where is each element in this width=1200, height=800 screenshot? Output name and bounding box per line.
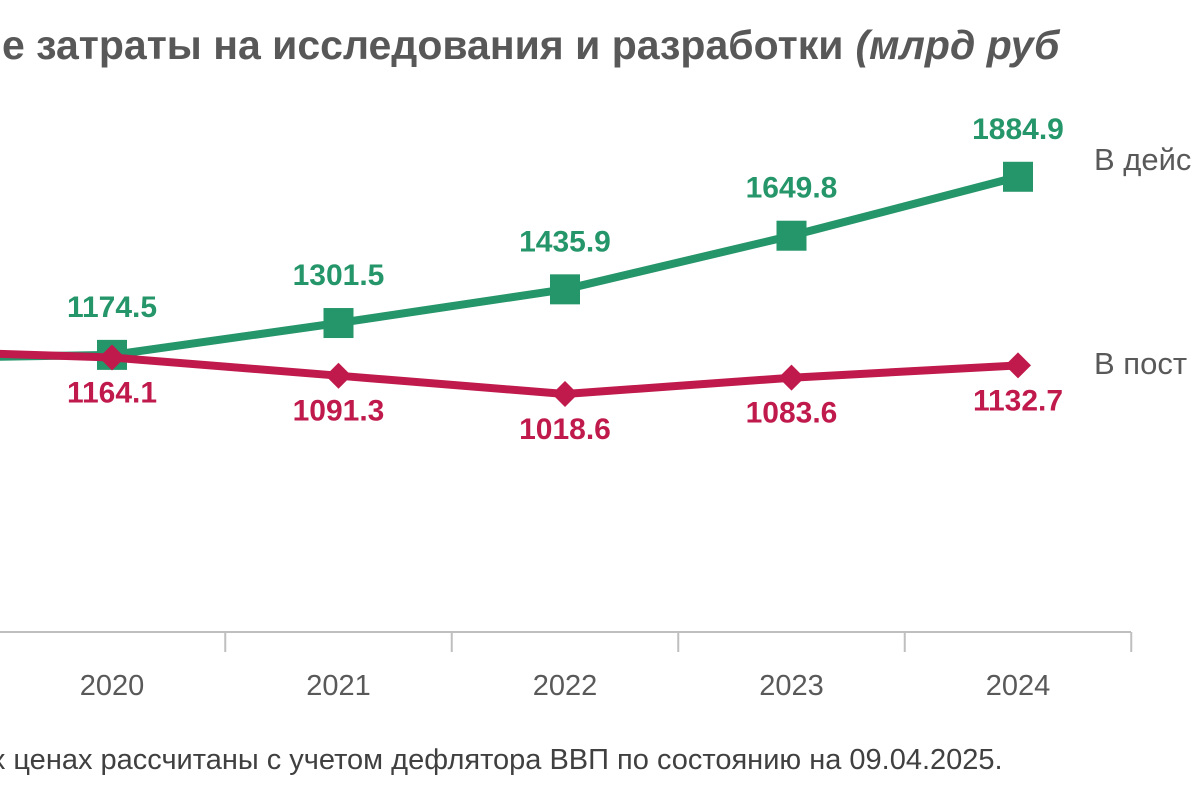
data-point-diamond — [552, 380, 578, 407]
data-point-diamond — [99, 344, 125, 371]
data-label: 1435.9 — [519, 225, 611, 258]
data-point-square — [776, 220, 807, 251]
x-tick-label-2020: 2020 — [80, 670, 145, 702]
data-label: 1649.8 — [746, 172, 838, 205]
chart-title-unit: (млрд руб — [855, 22, 1060, 68]
legend-label-1: В пост — [1094, 346, 1187, 381]
x-tick-label-2024: 2024 — [986, 670, 1051, 702]
data-label: 1132.7 — [973, 384, 1063, 417]
data-label: 1884.9 — [972, 113, 1064, 146]
data-label: 1018.6 — [519, 413, 611, 446]
data-point-square — [550, 274, 580, 305]
series-line-0 — [0, 172, 1020, 361]
x-tick-label-2021: 2021 — [306, 670, 371, 702]
data-label: 1091.3 — [293, 395, 385, 428]
data-point-square — [323, 308, 354, 339]
series-line-1 — [0, 349, 1019, 398]
data-label: 1083.6 — [746, 397, 838, 430]
data-label: 1301.5 — [293, 259, 385, 292]
footnote: ых ценах рассчитаны с учетом дефлятора В… — [0, 744, 1003, 776]
x-tick-label-2022: 2022 — [533, 670, 598, 702]
data-label: 1174.5 — [67, 291, 157, 324]
legend-label-0: В дейс — [1094, 142, 1191, 177]
data-point-square — [1003, 161, 1033, 192]
x-tick-label-2023: 2023 — [759, 670, 824, 702]
data-label: 1164.1 — [67, 376, 157, 409]
chart-title-main: ние затраты на исследования и разработки — [0, 22, 844, 68]
data-point-diamond — [325, 362, 352, 389]
chart-title: ние затраты на исследования и разработки… — [0, 22, 1059, 69]
data-point-diamond — [1005, 352, 1031, 379]
data-point-diamond — [778, 364, 805, 391]
